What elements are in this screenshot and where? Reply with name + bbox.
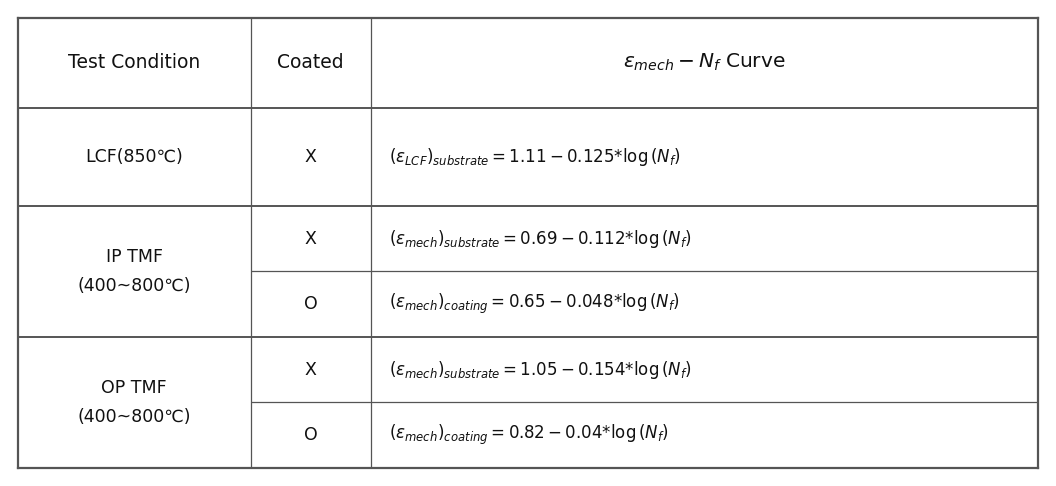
Text: IP TMF
(400~800℃): IP TMF (400~800℃) bbox=[77, 248, 191, 295]
Text: $\epsilon_{mech}-N_f$ Curve: $\epsilon_{mech}-N_f$ Curve bbox=[623, 52, 786, 73]
Text: Coated: Coated bbox=[278, 53, 344, 72]
Text: $\left(\epsilon_{mech}\right)_{coating} = 0.65 - 0.048{*}\log\left(N_f\right)$: $\left(\epsilon_{mech}\right)_{coating} … bbox=[389, 292, 680, 316]
Text: O: O bbox=[304, 426, 318, 444]
Text: $\left(\epsilon_{mech}\right)_{substrate} = 0.69 - 0.112{*}\log\left(N_f\right)$: $\left(\epsilon_{mech}\right)_{substrate… bbox=[389, 227, 692, 250]
Text: Test Condition: Test Condition bbox=[69, 53, 201, 72]
Text: O: O bbox=[304, 295, 318, 313]
Text: $\left(\epsilon_{mech}\right)_{coating} = 0.82 - 0.04{*}\log\left(N_f\right)$: $\left(\epsilon_{mech}\right)_{coating} … bbox=[389, 423, 668, 447]
Text: OP TMF
(400~800℃): OP TMF (400~800℃) bbox=[77, 379, 191, 426]
Text: X: X bbox=[305, 361, 317, 379]
Text: $\left(\epsilon_{mech}\right)_{substrate} = 1.05 - 0.154{*}\log\left(N_f\right)$: $\left(\epsilon_{mech}\right)_{substrate… bbox=[389, 359, 692, 381]
Text: X: X bbox=[305, 148, 317, 166]
Text: $\left(\epsilon_{LCF}\right)_{substrate} = 1.11 - 0.125{*}\log\left(N_f\right)$: $\left(\epsilon_{LCF}\right)_{substrate}… bbox=[389, 146, 681, 168]
Text: X: X bbox=[305, 229, 317, 248]
Text: LCF(850℃): LCF(850℃) bbox=[86, 148, 183, 166]
